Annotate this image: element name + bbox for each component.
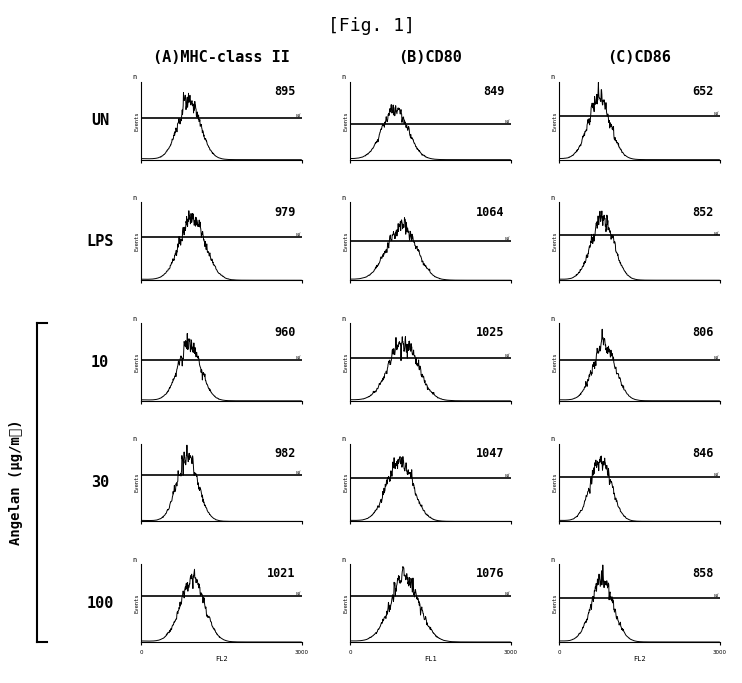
Y-axis label: Events: Events: [344, 111, 349, 130]
Y-axis label: Events: Events: [344, 232, 349, 251]
Text: n: n: [341, 74, 346, 81]
Text: (A)MHC-class II: (A)MHC-class II: [153, 50, 290, 65]
Text: wi: wi: [295, 355, 301, 360]
Text: (B)CD80: (B)CD80: [398, 50, 462, 65]
Text: [Fig. 1]: [Fig. 1]: [327, 17, 415, 35]
Y-axis label: Events: Events: [134, 352, 139, 372]
X-axis label: FL2: FL2: [633, 656, 646, 662]
Text: 1025: 1025: [476, 326, 505, 339]
Text: 652: 652: [692, 85, 713, 98]
Text: wi: wi: [714, 355, 719, 360]
Text: 806: 806: [692, 326, 713, 339]
Text: 10: 10: [91, 354, 109, 370]
Text: n: n: [341, 316, 346, 322]
Text: 960: 960: [274, 326, 295, 339]
Y-axis label: Events: Events: [344, 352, 349, 372]
Text: wi: wi: [295, 113, 301, 118]
Text: n: n: [132, 195, 137, 201]
Y-axis label: Events: Events: [553, 352, 557, 372]
Text: wi: wi: [505, 119, 510, 124]
Text: n: n: [551, 74, 555, 81]
Text: wi: wi: [505, 473, 510, 477]
X-axis label: FL2: FL2: [215, 656, 228, 662]
Text: n: n: [551, 195, 555, 201]
Text: wi: wi: [505, 591, 510, 596]
Text: wi: wi: [714, 230, 719, 236]
Y-axis label: Events: Events: [134, 473, 139, 492]
Text: wi: wi: [714, 472, 719, 477]
Text: 852: 852: [692, 206, 713, 219]
Text: wi: wi: [714, 111, 719, 117]
Text: 982: 982: [274, 447, 295, 460]
Text: n: n: [132, 436, 137, 442]
Y-axis label: Events: Events: [134, 232, 139, 251]
Text: n: n: [132, 74, 137, 81]
Text: wi: wi: [505, 236, 510, 240]
Text: 1047: 1047: [476, 447, 505, 460]
Text: 846: 846: [692, 447, 713, 460]
Text: 100: 100: [87, 596, 114, 611]
Text: 1064: 1064: [476, 206, 505, 219]
Text: 849: 849: [483, 85, 505, 98]
X-axis label: FL1: FL1: [424, 656, 437, 662]
Y-axis label: Events: Events: [134, 111, 139, 130]
Text: Angelan (μg/mℓ): Angelan (μg/mℓ): [10, 420, 23, 545]
Text: wi: wi: [714, 594, 719, 598]
Text: n: n: [551, 436, 555, 442]
Text: 858: 858: [692, 568, 713, 581]
Text: n: n: [551, 557, 555, 563]
Text: n: n: [341, 436, 346, 442]
Text: 895: 895: [274, 85, 295, 98]
Text: wi: wi: [295, 591, 301, 596]
Y-axis label: Events: Events: [553, 232, 557, 251]
Text: 1021: 1021: [267, 568, 295, 581]
Text: n: n: [551, 316, 555, 322]
Text: n: n: [341, 557, 346, 563]
Y-axis label: Events: Events: [553, 594, 557, 613]
Y-axis label: Events: Events: [553, 473, 557, 492]
Text: n: n: [132, 557, 137, 563]
Text: 1076: 1076: [476, 568, 505, 581]
Text: UN: UN: [91, 113, 109, 128]
Text: LPS: LPS: [87, 234, 114, 249]
Text: wi: wi: [505, 353, 510, 358]
Y-axis label: Events: Events: [344, 473, 349, 492]
Text: n: n: [341, 195, 346, 201]
Y-axis label: Events: Events: [344, 594, 349, 613]
Text: n: n: [132, 316, 137, 322]
Text: wi: wi: [295, 470, 301, 475]
Text: wi: wi: [295, 232, 301, 237]
Y-axis label: Events: Events: [134, 594, 139, 613]
Text: (C)CD86: (C)CD86: [608, 50, 672, 65]
Y-axis label: Events: Events: [553, 111, 557, 130]
Text: 30: 30: [91, 475, 109, 490]
Text: 979: 979: [274, 206, 295, 219]
